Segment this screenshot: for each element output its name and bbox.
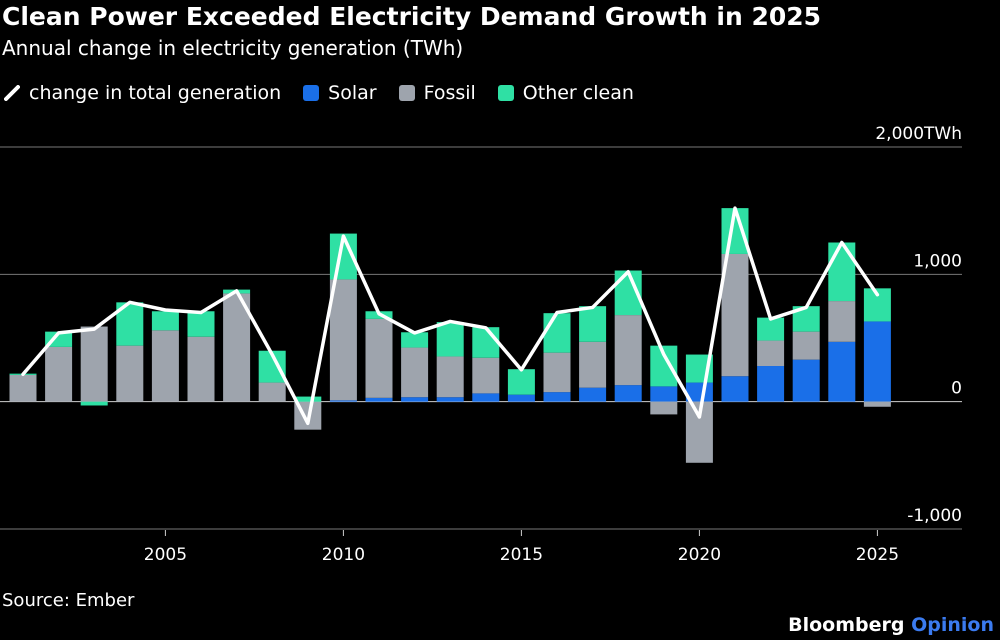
- y-tick-label: -1,000: [907, 506, 962, 526]
- brand-logo: Bloomberg Opinion: [788, 614, 994, 636]
- legend-swatch-fossil: [398, 85, 415, 101]
- legend: change in total generation Solar Fossil …: [4, 82, 656, 104]
- bar-solar: [507, 394, 535, 402]
- bar-solar: [863, 321, 891, 402]
- bar-fossil: [116, 345, 144, 402]
- bar-solar: [365, 397, 393, 402]
- bar-solar: [757, 366, 785, 402]
- bar-solar: [401, 397, 429, 402]
- brand-suffix: Opinion: [911, 614, 994, 636]
- bar-fossil: [721, 253, 749, 377]
- total-generation-line: [21, 206, 880, 426]
- legend-item-other-clean: Other clean: [497, 82, 634, 104]
- x-tick-label: 2025: [856, 545, 899, 565]
- bar-fossil: [436, 356, 464, 398]
- y-tick-label: 1,000: [913, 251, 962, 271]
- bar-solar: [472, 393, 500, 402]
- bar-solar: [792, 359, 820, 402]
- bar-fossil: [757, 340, 785, 367]
- chart-subtitle: Annual change in electricity generation …: [2, 36, 464, 60]
- bar-fossil: [614, 315, 642, 386]
- bar-fossil: [329, 279, 357, 401]
- legend-item-solar: Solar: [303, 82, 377, 104]
- bar-solar: [329, 400, 357, 402]
- bar-fossil: [9, 374, 37, 402]
- bar-other-clean: [828, 242, 856, 302]
- bar-fossil: [543, 352, 571, 393]
- bar-other-clean: [507, 369, 535, 395]
- bar-fossil: [792, 331, 820, 360]
- bar-solar: [579, 387, 607, 402]
- bar-fossil: [151, 330, 179, 402]
- bar-other-clean: [579, 306, 607, 342]
- bar-fossil: [472, 357, 500, 394]
- x-tick-label: 2005: [144, 545, 187, 565]
- x-tick-label: 2015: [500, 545, 543, 565]
- bar-fossil: [45, 346, 73, 402]
- chart-plot: -1,000 0 1,000 2,000TWh 2005 2010 2015 2020 2025: [0, 124, 962, 565]
- legend-item-fossil: Fossil: [398, 82, 476, 104]
- source-note: Source: Ember: [2, 590, 135, 611]
- bar-fossil: [828, 301, 856, 342]
- bar-other-clean: [757, 317, 785, 341]
- legend-swatch-solar: [303, 85, 320, 101]
- bar-other-clean: [543, 313, 571, 353]
- bar-fossil: [863, 401, 891, 407]
- legend-label-total: change in total generation: [29, 82, 282, 104]
- legend-label-solar: Solar: [328, 82, 377, 104]
- bar-fossil: [187, 336, 215, 402]
- bar-fossil: [650, 401, 678, 415]
- bar-fossil: [401, 347, 429, 398]
- bar-solar: [436, 397, 464, 402]
- x-tick-label: 2020: [678, 545, 721, 565]
- bar-fossil: [579, 341, 607, 388]
- bar-solar: [543, 392, 571, 402]
- y-tick-label: 0: [951, 379, 962, 399]
- bar-solar: [650, 386, 678, 402]
- bar-other-clean: [80, 401, 108, 406]
- bar-fossil: [80, 326, 108, 402]
- legend-label-fossil: Fossil: [423, 82, 476, 104]
- bar-fossil: [365, 318, 393, 398]
- bar-solar: [828, 341, 856, 402]
- bar-fossil: [223, 293, 251, 402]
- bar-solar: [614, 385, 642, 402]
- bar-other-clean: [472, 327, 500, 358]
- legend-item-total: change in total generation: [4, 82, 281, 104]
- bar-other-clean: [151, 311, 179, 331]
- y-tick-label: 2,000TWh: [875, 124, 962, 144]
- brand-name: Bloomberg: [788, 614, 905, 636]
- bar-solar: [721, 376, 749, 402]
- bar-other-clean: [294, 396, 322, 402]
- bar-other-clean: [187, 311, 215, 337]
- bar-other-clean: [436, 322, 464, 357]
- bar-other-clean: [401, 332, 429, 348]
- line-swatch-icon: [4, 85, 20, 101]
- chart-title: Clean Power Exceeded Electricity Demand …: [2, 2, 822, 31]
- bar-fossil: [258, 382, 286, 402]
- x-tick-label: 2010: [322, 545, 365, 565]
- legend-swatch-other-clean: [497, 85, 514, 101]
- legend-label-other-clean: Other clean: [522, 82, 634, 104]
